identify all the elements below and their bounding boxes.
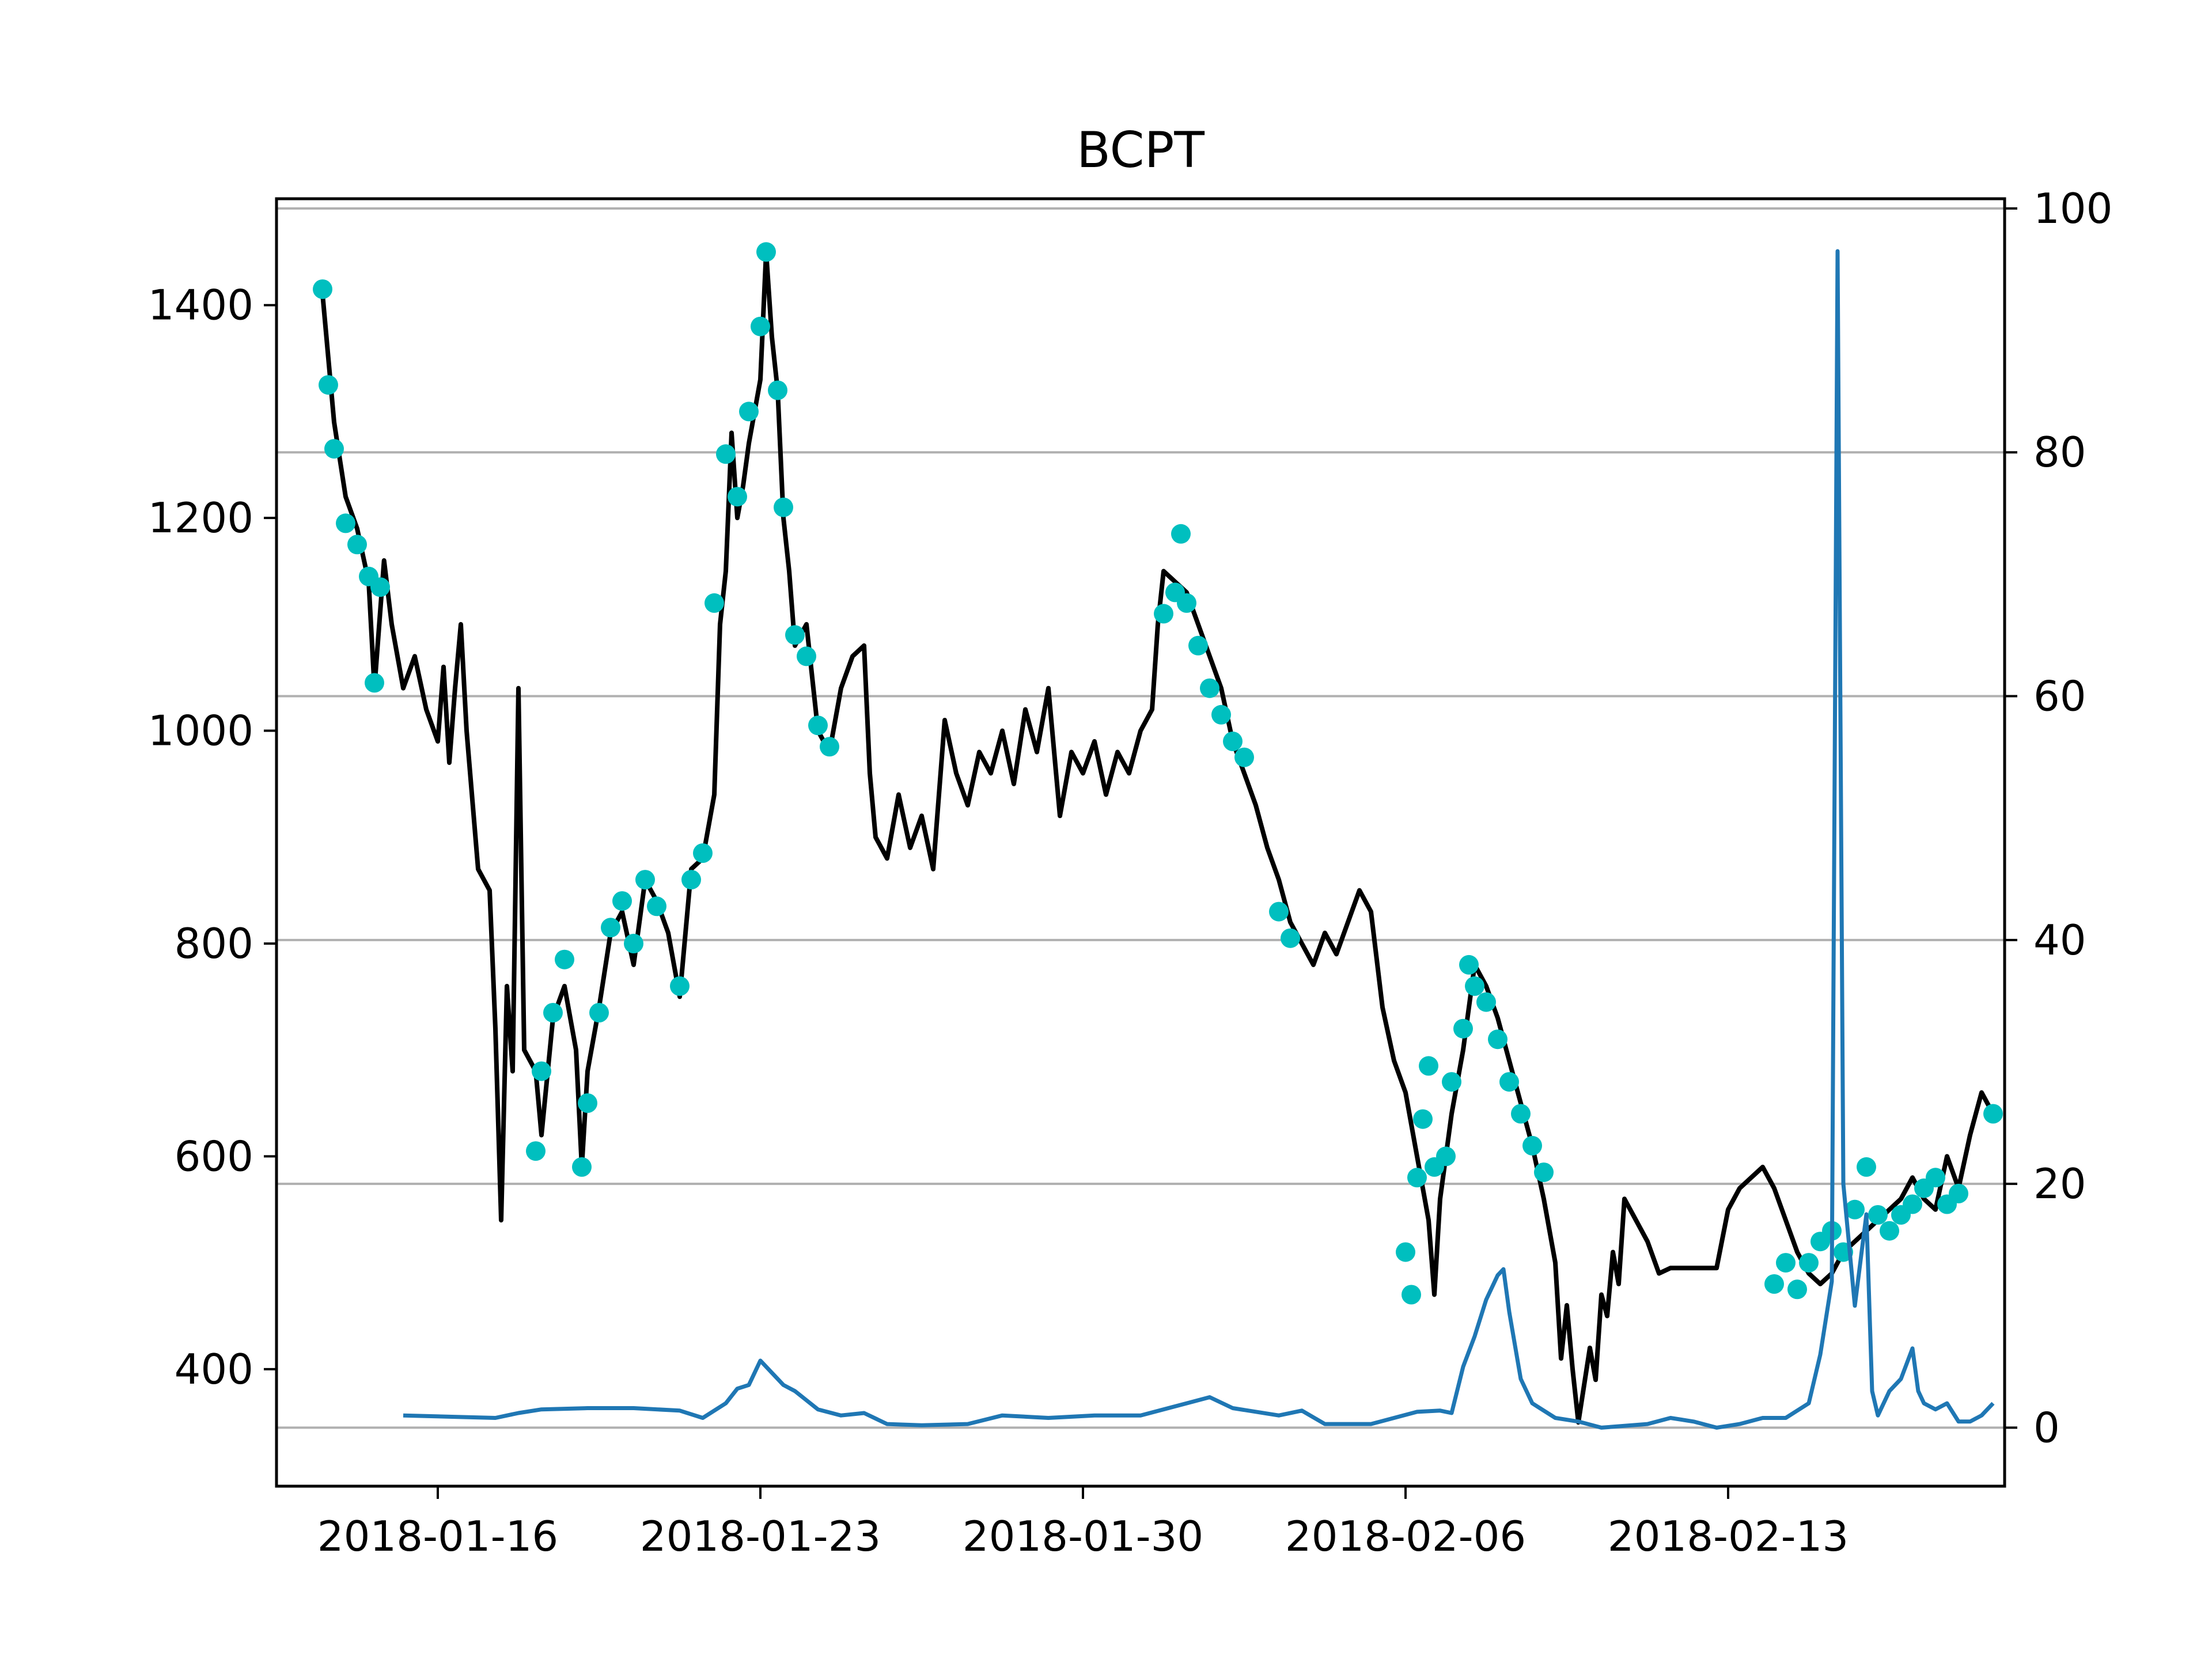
x-tick-label: 2018-02-06 — [1285, 1512, 1526, 1560]
signal-marker — [1234, 747, 1254, 767]
signal-marker — [313, 279, 332, 299]
signal-marker — [1488, 1029, 1508, 1050]
y-right-tick-label: 80 — [2033, 428, 2086, 476]
signal-marker — [324, 439, 344, 459]
signal-marker — [1453, 1018, 1473, 1039]
signal-marker — [768, 380, 787, 400]
plot-frame — [275, 197, 2006, 1488]
signal-marker — [1465, 976, 1484, 996]
signal-marker — [578, 1093, 597, 1113]
signal-marker — [1799, 1253, 1819, 1273]
signal-marker — [797, 646, 816, 666]
signal-marker — [820, 737, 839, 757]
signal-marker — [1171, 524, 1191, 544]
signal-marker — [1281, 928, 1300, 948]
signal-marker — [785, 625, 805, 645]
y-right-tick-label: 20 — [2033, 1160, 2086, 1208]
signal-marker — [1511, 1104, 1531, 1124]
signal-marker — [704, 593, 724, 613]
signal-marker — [716, 444, 736, 464]
signal-marker — [1419, 1056, 1438, 1076]
signal-marker — [1211, 704, 1231, 725]
axes: 2018-01-16 2018-01-23 2018-01-30 2018-02-06… — [148, 184, 2113, 1560]
series-layer — [313, 242, 2003, 1430]
signal-marker — [774, 497, 793, 517]
y-right-tick-label: 0 — [2033, 1403, 2060, 1452]
volume-line — [403, 249, 1995, 1430]
signal-marker — [1499, 1072, 1519, 1092]
y-left-tick-label: 1200 — [148, 494, 253, 542]
signal-marker — [647, 896, 666, 916]
signal-marker — [1949, 1184, 1968, 1203]
signal-marker — [739, 402, 759, 422]
signal-marker — [1269, 902, 1289, 922]
signal-marker — [1407, 1168, 1427, 1188]
y-right-tick-label: 100 — [2033, 184, 2112, 233]
signal-marker — [572, 1157, 592, 1177]
signal-marker — [1534, 1162, 1554, 1183]
signal-marker — [543, 1003, 563, 1022]
chart-title: BCPT — [1077, 122, 1205, 179]
y-left-tick-label: 600 — [175, 1132, 253, 1180]
signal-marker — [670, 976, 690, 996]
signal-marker — [1177, 593, 1196, 613]
x-tick-label: 2018-01-16 — [317, 1512, 558, 1560]
signal-marker — [336, 513, 355, 533]
signal-marker — [751, 316, 770, 336]
signal-marker — [1787, 1279, 1807, 1300]
signal-marker — [1926, 1168, 1945, 1188]
signal-marker — [1880, 1221, 1899, 1241]
signal-marker — [1154, 604, 1173, 624]
signal-marker — [1413, 1109, 1433, 1129]
y-left-tick-label: 1000 — [148, 707, 253, 755]
y-right-tick-label: 60 — [2033, 672, 2086, 721]
signal-marker — [1764, 1274, 1784, 1294]
x-tick-label: 2018-02-13 — [1608, 1512, 1849, 1560]
signal-marker — [808, 715, 828, 736]
signal-marker — [555, 949, 574, 969]
signal-marker — [635, 870, 655, 890]
signal-marker — [532, 1061, 551, 1081]
signal-marker — [1402, 1285, 1421, 1305]
signal-marker — [1436, 1146, 1456, 1166]
signal-marker — [1868, 1205, 1888, 1225]
signal-marker — [1459, 955, 1479, 975]
signal-marker — [1903, 1194, 1922, 1214]
signal-marker — [589, 1003, 609, 1022]
price-line — [320, 249, 1995, 1425]
signal-marker — [1396, 1242, 1415, 1262]
signal-marker — [319, 375, 338, 395]
signal-marker — [1983, 1104, 2003, 1124]
signal-marker — [1200, 678, 1219, 698]
y-left-tick-label: 1400 — [148, 281, 253, 329]
signal-marker — [1776, 1253, 1796, 1273]
signal-marker — [601, 918, 620, 938]
signal-marker — [1522, 1135, 1542, 1156]
signal-marker — [1188, 635, 1208, 656]
signal-marker — [347, 535, 367, 555]
y-left-tick-label: 400 — [175, 1345, 253, 1393]
signal-marker — [1223, 732, 1243, 751]
signal-marker — [693, 843, 713, 863]
signal-marker — [1845, 1199, 1865, 1219]
signal-marker — [370, 577, 390, 597]
y-right-tick-label: 40 — [2033, 916, 2086, 964]
x-tick-label: 2018-01-23 — [640, 1512, 881, 1560]
y-left-tick-label: 800 — [175, 919, 253, 968]
signal-marker — [681, 870, 701, 890]
signal-marker — [1476, 992, 1496, 1012]
signal-marker — [728, 487, 747, 507]
signal-marker — [612, 891, 632, 911]
signal-marker — [365, 673, 384, 693]
signal-marker — [1857, 1157, 1876, 1177]
grid-lines — [276, 207, 2005, 1429]
x-tick-label: 2018-01-30 — [963, 1512, 1203, 1560]
signal-marker — [624, 934, 643, 953]
signal-marker — [756, 242, 776, 262]
signal-marker — [1442, 1072, 1461, 1092]
signal-marker — [526, 1141, 546, 1161]
